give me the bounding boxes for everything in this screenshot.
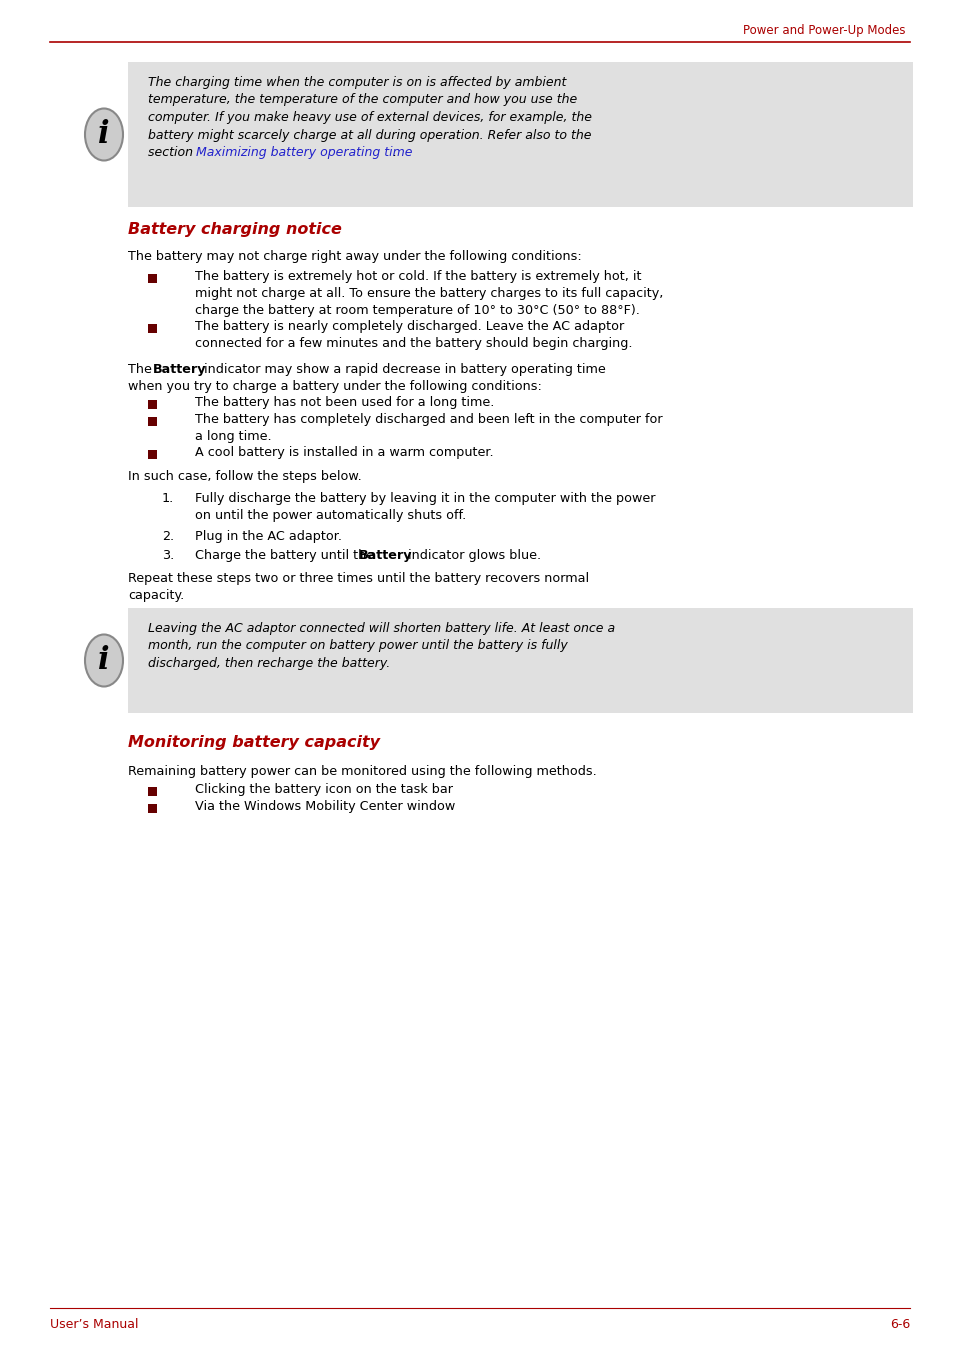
Bar <box>148 399 157 408</box>
Bar <box>148 416 157 426</box>
Text: Battery: Battery <box>152 362 206 376</box>
Text: battery might scarcely charge at all during operation. Refer also to the: battery might scarcely charge at all dur… <box>148 128 591 142</box>
Bar <box>148 449 157 458</box>
Text: connected for a few minutes and the battery should begin charging.: connected for a few minutes and the batt… <box>194 337 632 350</box>
Text: The battery may not charge right away under the following conditions:: The battery may not charge right away un… <box>128 250 581 264</box>
Text: Clicking the battery icon on the task bar: Clicking the battery icon on the task ba… <box>194 783 453 796</box>
Text: Repeat these steps two or three times until the battery recovers normal: Repeat these steps two or three times un… <box>128 572 589 585</box>
Text: Fully discharge the battery by leaving it in the computer with the power: Fully discharge the battery by leaving i… <box>194 492 655 506</box>
Text: Plug in the AC adaptor.: Plug in the AC adaptor. <box>194 530 341 544</box>
Text: Monitoring battery capacity: Monitoring battery capacity <box>128 735 379 750</box>
Text: User’s Manual: User’s Manual <box>50 1318 138 1330</box>
Text: The battery is nearly completely discharged. Leave the AC adaptor: The battery is nearly completely dischar… <box>194 320 623 333</box>
Text: i: i <box>98 645 110 676</box>
Text: Leaving the AC adaptor connected will shorten battery life. At least once a: Leaving the AC adaptor connected will sh… <box>148 622 615 635</box>
Bar <box>148 273 157 283</box>
Text: section: section <box>148 146 196 160</box>
Text: when you try to charge a battery under the following conditions:: when you try to charge a battery under t… <box>128 380 541 393</box>
Text: indicator glows blue.: indicator glows blue. <box>403 549 540 562</box>
Text: Remaining battery power can be monitored using the following methods.: Remaining battery power can be monitored… <box>128 765 597 777</box>
Text: .: . <box>392 146 395 160</box>
Text: The: The <box>128 362 155 376</box>
Text: The charging time when the computer is on is affected by ambient: The charging time when the computer is o… <box>148 76 566 89</box>
Text: a long time.: a long time. <box>194 430 272 443</box>
Text: computer. If you make heavy use of external devices, for example, the: computer. If you make heavy use of exter… <box>148 111 592 124</box>
Text: i: i <box>98 119 110 150</box>
Text: The battery is extremely hot or cold. If the battery is extremely hot, it: The battery is extremely hot or cold. If… <box>194 270 640 283</box>
Text: indicator may show a rapid decrease in battery operating time: indicator may show a rapid decrease in b… <box>200 362 605 376</box>
Text: In such case, follow the steps below.: In such case, follow the steps below. <box>128 470 361 483</box>
Bar <box>128 62 912 207</box>
Text: Maximizing battery operating time: Maximizing battery operating time <box>195 146 412 160</box>
Bar <box>128 608 912 713</box>
Bar <box>148 787 157 795</box>
Text: 6-6: 6-6 <box>889 1318 909 1330</box>
Text: Via the Windows Mobility Center window: Via the Windows Mobility Center window <box>194 800 455 813</box>
Ellipse shape <box>85 108 123 161</box>
Text: 2.: 2. <box>162 530 174 544</box>
Text: 1.: 1. <box>162 492 174 506</box>
Bar <box>148 323 157 333</box>
Text: on until the power automatically shuts off.: on until the power automatically shuts o… <box>194 508 466 522</box>
Ellipse shape <box>85 634 123 687</box>
Text: temperature, the temperature of the computer and how you use the: temperature, the temperature of the comp… <box>148 93 577 107</box>
Text: Battery: Battery <box>358 549 412 562</box>
Text: might not charge at all. To ensure the battery charges to its full capacity,: might not charge at all. To ensure the b… <box>194 287 662 300</box>
Text: discharged, then recharge the battery.: discharged, then recharge the battery. <box>148 657 390 671</box>
Bar <box>148 803 157 813</box>
Text: Charge the battery until the: Charge the battery until the <box>194 549 377 562</box>
Text: Battery charging notice: Battery charging notice <box>128 222 341 237</box>
Text: month, run the computer on battery power until the battery is fully: month, run the computer on battery power… <box>148 639 567 653</box>
Text: The battery has not been used for a long time.: The battery has not been used for a long… <box>194 396 494 410</box>
Text: A cool battery is installed in a warm computer.: A cool battery is installed in a warm co… <box>194 446 493 458</box>
Text: charge the battery at room temperature of 10° to 30°C (50° to 88°F).: charge the battery at room temperature o… <box>194 304 639 316</box>
Text: Power and Power-Up Modes: Power and Power-Up Modes <box>742 24 905 37</box>
Text: 3.: 3. <box>162 549 174 562</box>
Text: capacity.: capacity. <box>128 589 184 602</box>
Text: The battery has completely discharged and been left in the computer for: The battery has completely discharged an… <box>194 412 662 426</box>
